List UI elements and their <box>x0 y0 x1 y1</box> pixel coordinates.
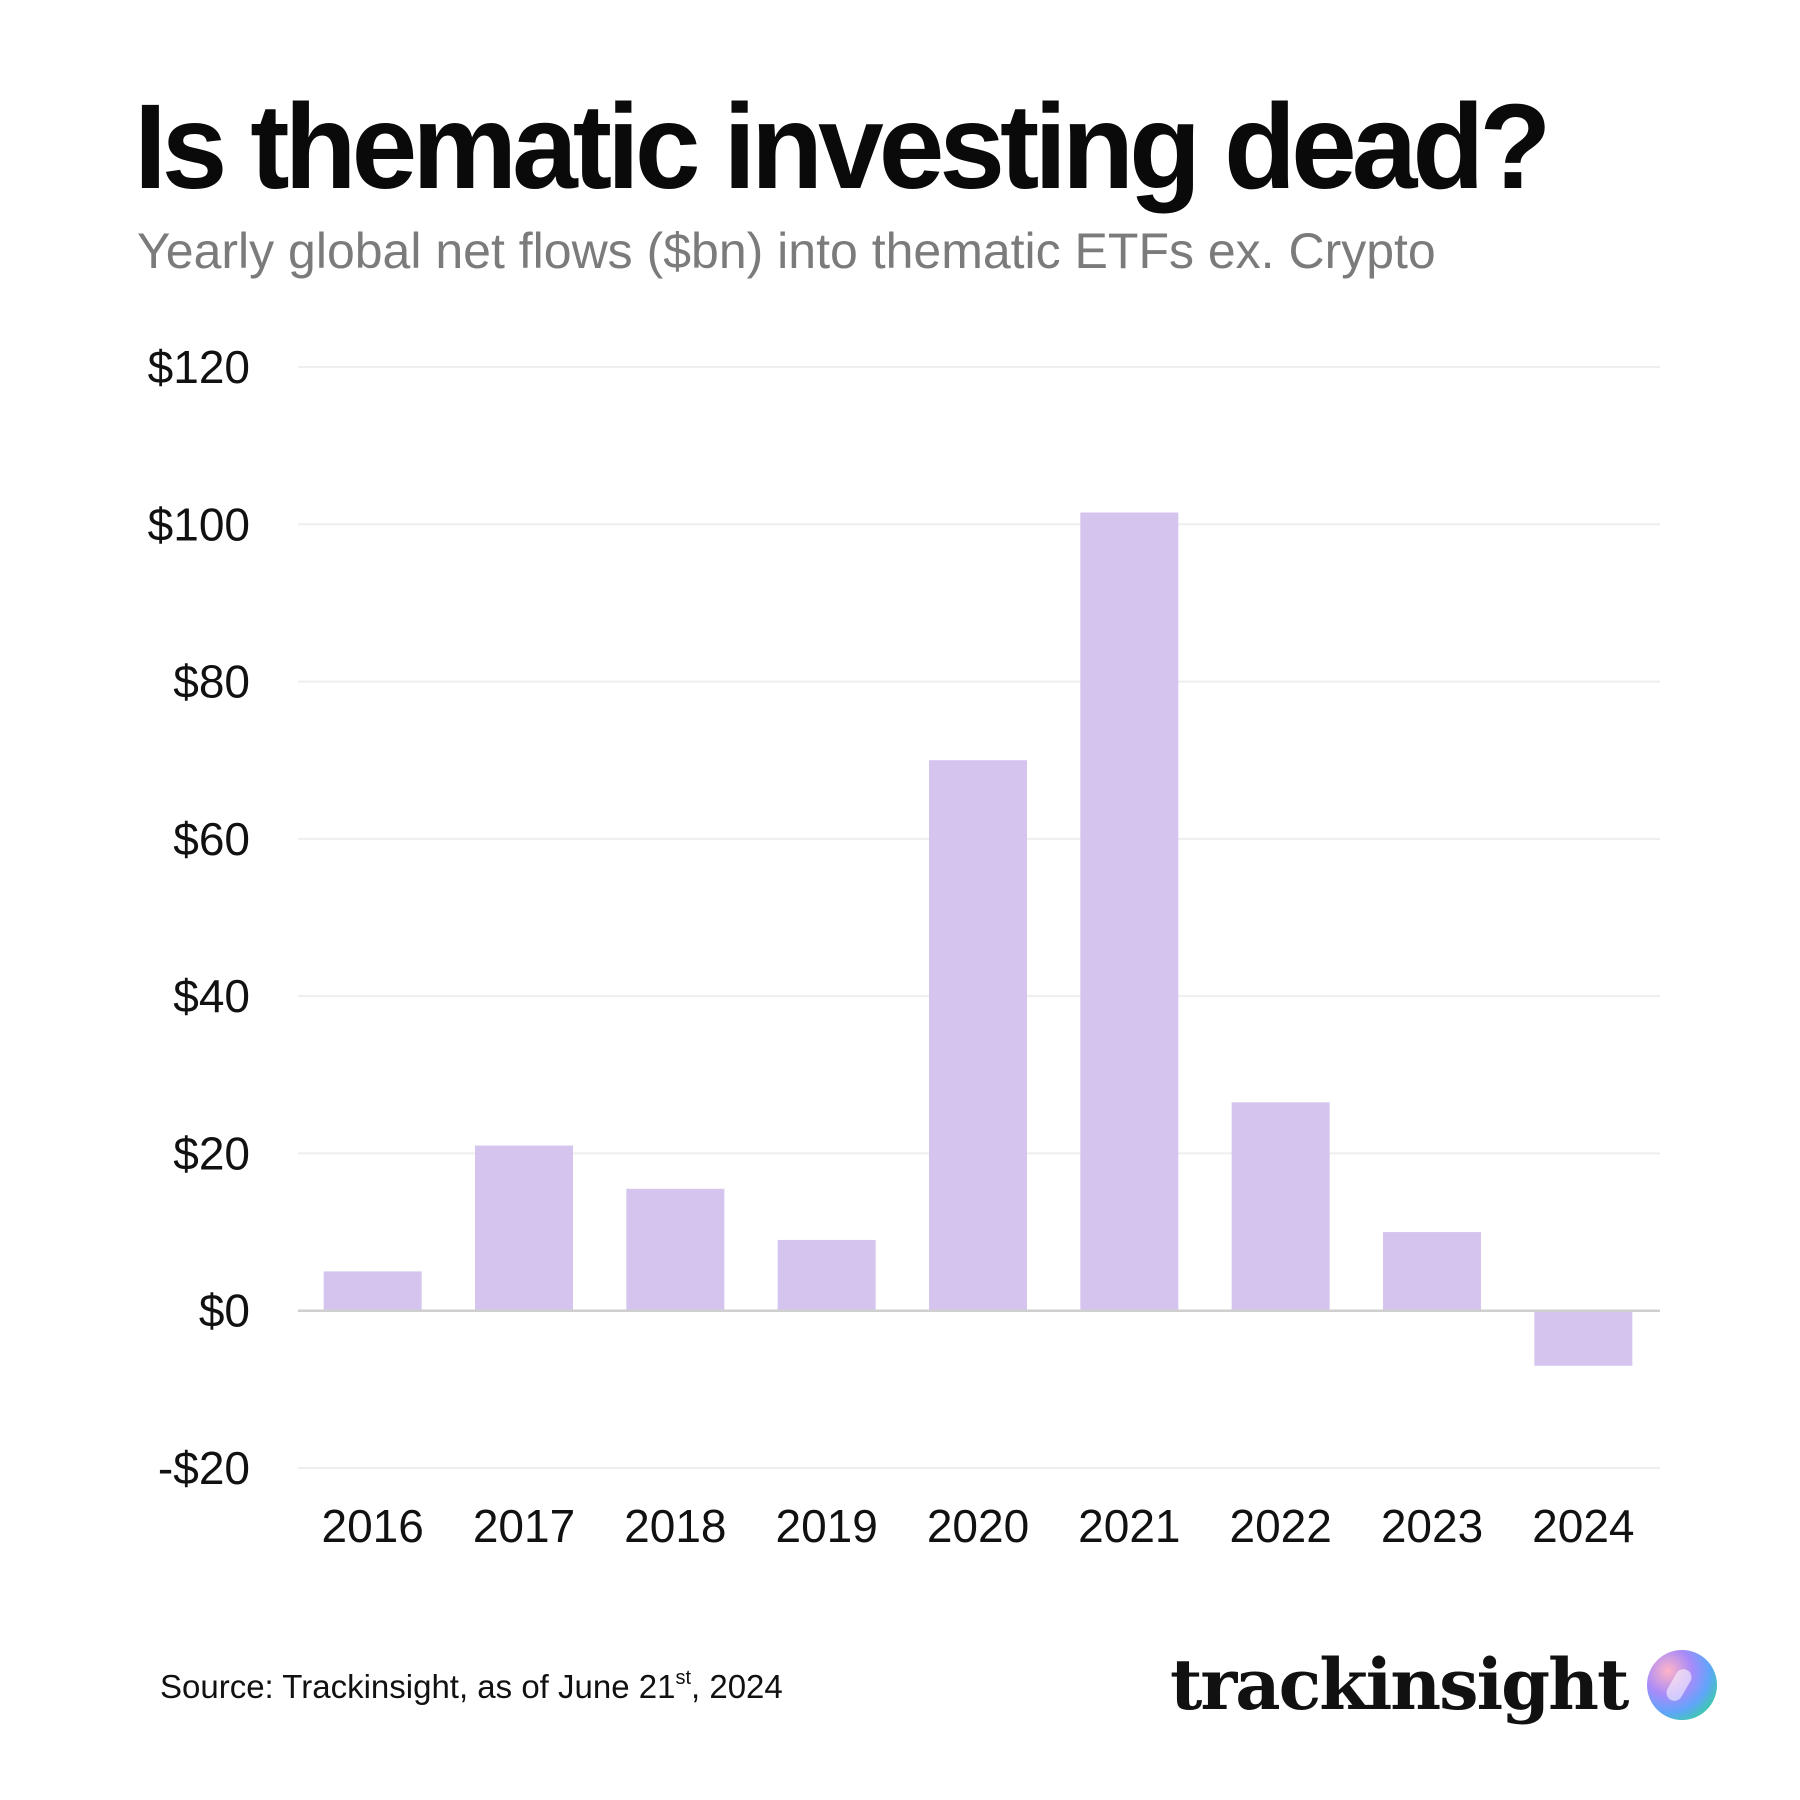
bar <box>1231 1102 1330 1311</box>
x-tick-label: 2022 <box>1229 1500 1331 1552</box>
y-tick-label: $40 <box>173 970 250 1022</box>
y-tick-label: $20 <box>173 1127 250 1179</box>
trackinsight-orb-icon <box>1647 1650 1718 1720</box>
y-tick-label: $120 <box>148 341 250 393</box>
y-tick-label: $0 <box>199 1285 250 1337</box>
bar <box>1080 512 1179 1311</box>
bar <box>1383 1232 1481 1311</box>
y-tick-label: -$20 <box>158 1442 250 1494</box>
bar <box>777 1239 876 1311</box>
source-suffix: , 2024 <box>691 1668 783 1705</box>
trackinsight-logo: trackinsight <box>1170 1640 1718 1730</box>
bar <box>626 1188 725 1311</box>
x-tick-label: 2018 <box>624 1500 726 1552</box>
bar <box>1534 1310 1633 1366</box>
source-superscript: st <box>675 1667 692 1689</box>
chart-title: Is thematic investing dead? <box>134 79 1551 215</box>
logo-wordmark: trackinsight <box>1170 1643 1629 1726</box>
x-tick-label: 2021 <box>1078 1500 1180 1552</box>
y-tick-label: $60 <box>173 813 250 865</box>
bar <box>323 1271 422 1311</box>
y-tick-label: $80 <box>173 656 250 708</box>
x-tick-label: 2020 <box>927 1500 1029 1552</box>
source-prefix: Source: Trackinsight, as of June 21 <box>160 1668 676 1705</box>
source-note: Source: Trackinsight, as of June 21st, 2… <box>160 1668 783 1703</box>
x-tick-label: 2023 <box>1381 1500 1483 1552</box>
bar <box>929 760 1027 1311</box>
x-tick-label: 2024 <box>1532 1500 1634 1552</box>
y-tick-label: $100 <box>148 498 250 550</box>
x-tick-label: 2016 <box>321 1500 423 1552</box>
x-tick-label: 2019 <box>775 1500 877 1552</box>
bar <box>475 1145 573 1311</box>
chart-subtitle: Yearly global net flows ($bn) into thema… <box>137 223 1436 279</box>
x-tick-label: 2017 <box>473 1500 575 1552</box>
